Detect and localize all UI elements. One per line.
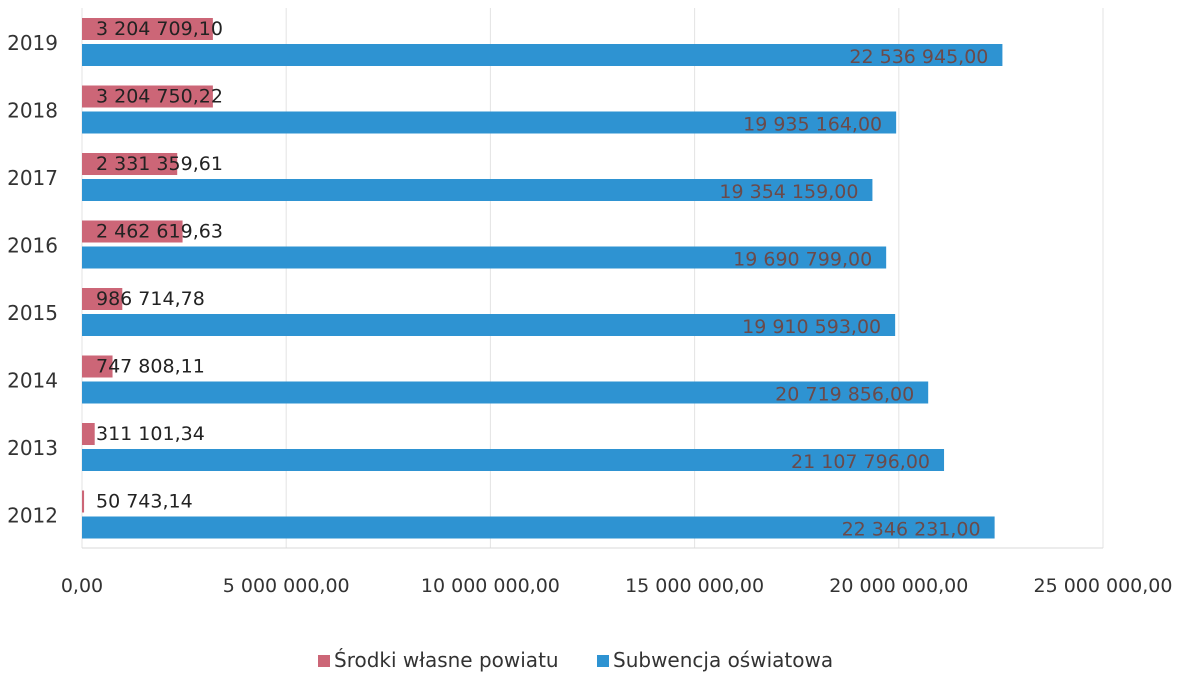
bars [82,18,1003,539]
bar-subwencja [82,516,995,539]
data-label-srodki-wlasne: 986 714,78 [96,288,205,310]
legend-label: Środki własne powiatu [334,648,559,672]
x-tick-label: 5 000 000,00 [223,575,350,597]
data-label-subwencja: 19 935 164,00 [743,114,882,136]
bar-srodki-wlasne [82,423,95,445]
data-label-srodki-wlasne: 311 101,34 [96,423,205,445]
data-label-subwencja: 21 107 796,00 [791,451,930,473]
x-tick-label: 0,00 [61,575,103,597]
bar-subwencja [82,449,945,471]
bar-srodki-wlasne [82,490,85,513]
x-tick-label: 25 000 000,00 [1033,575,1172,597]
bar-srodki-wlasne [82,220,183,243]
bar-srodki-wlasne [82,18,213,40]
y-tick-label: 2015 [7,301,58,325]
data-label-srodki-wlasne: 3 204 709,10 [96,18,223,40]
x-axis-tick-labels: 0,00 5 000 000,00 10 000 000,00 15 000 000,… [61,575,1173,597]
data-label-srodki-wlasne: 2 331 359,61 [96,153,223,175]
data-label-srodki-wlasne: 2 462 619,63 [96,221,223,243]
data-label-srodki-wlasne: 747 808,11 [96,356,205,378]
bar-srodki-wlasne [82,355,113,378]
bar-subwencja [82,246,887,269]
data-label-subwencja: 20 719 856,00 [775,384,914,406]
data-label-subwencja: 22 346 231,00 [842,519,981,541]
x-tick-label: 15 000 000,00 [625,575,764,597]
data-label-subwencja: 19 690 799,00 [733,249,872,271]
data-label-subwencja: 19 354 159,00 [719,181,858,203]
y-tick-label: 2018 [7,99,58,123]
data-labels: 3 204 709,10 22 536 945,00 3 204 750,22 19 … [96,18,988,541]
x-tick-label: 20 000 000,00 [829,575,968,597]
legend-swatch [318,655,330,667]
y-tick-label: 2014 [7,369,58,393]
y-tick-label: 2019 [7,31,58,55]
bar-srodki-wlasne [82,288,123,310]
legend-label: Subwencja oświatowa [613,648,833,672]
data-label-subwencja: 19 910 593,00 [742,316,881,338]
data-label-srodki-wlasne: 50 743,14 [96,491,193,513]
bar-subwencja [82,381,929,404]
y-axis-tick-labels: 2019 2018 2017 2016 2015 2014 2013 2012 [7,31,58,528]
gridlines [81,8,1104,549]
bar-srodki-wlasne [82,153,178,175]
bar-subwencja [82,111,897,134]
legend-swatch [597,655,609,667]
data-label-subwencja: 22 536 945,00 [849,46,988,68]
bar-subwencja [82,44,1003,66]
bar-subwencja [82,179,873,201]
data-label-srodki-wlasne: 3 204 750,22 [96,86,223,108]
bar-subwencja [82,314,896,336]
y-tick-label: 2016 [7,234,58,258]
bar-srodki-wlasne [82,85,213,108]
x-tick-label: 10 000 000,00 [421,575,560,597]
y-tick-label: 2013 [7,436,58,460]
legend: Środki własne powiatu Subwencja oświatowa [318,648,833,672]
y-tick-label: 2017 [7,166,58,190]
y-tick-label: 2012 [7,504,58,528]
